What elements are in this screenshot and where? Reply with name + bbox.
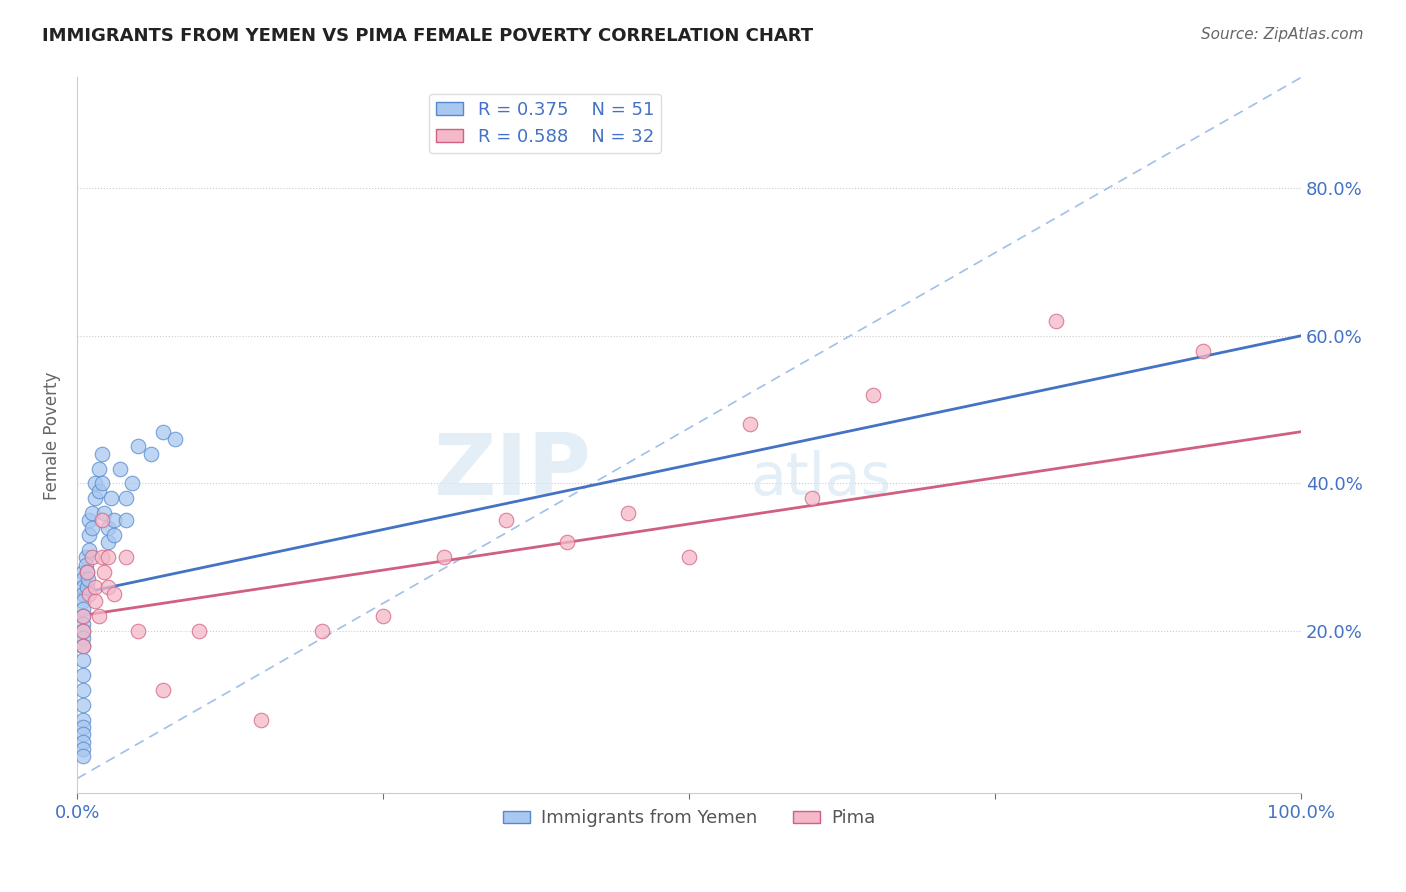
Point: [72, 720, 94, 734]
Point: [80, 506, 103, 520]
Text: IMMIGRANTS FROM YEMEN VS PIMA FEMALE POVERTY CORRELATION CHART: IMMIGRANTS FROM YEMEN VS PIMA FEMALE POV…: [42, 27, 813, 45]
Point: [72, 616, 94, 631]
Point: [76, 565, 98, 579]
Point: [862, 388, 884, 402]
Point: [72, 734, 94, 748]
Point: [311, 624, 333, 638]
Point: [72, 587, 94, 601]
Point: [72, 683, 94, 698]
Text: Source: ZipAtlas.com: Source: ZipAtlas.com: [1201, 27, 1364, 42]
Point: [72, 632, 94, 646]
Point: [72, 639, 94, 653]
Point: [163, 432, 186, 446]
Point: [84, 580, 107, 594]
Point: [108, 461, 131, 475]
Point: [72, 668, 94, 682]
Point: [75, 550, 97, 565]
Point: [115, 513, 138, 527]
Point: [76, 580, 98, 594]
Point: [79, 528, 101, 542]
Point: [740, 417, 762, 432]
Point: [90, 476, 112, 491]
Point: [93, 506, 115, 520]
Point: [93, 565, 115, 579]
Point: [72, 594, 94, 608]
Point: [79, 587, 101, 601]
Point: [72, 602, 94, 616]
Point: [80, 521, 103, 535]
Point: [84, 476, 107, 491]
Point: [72, 742, 94, 756]
Legend: Immigrants from Yemen, Pima: Immigrants from Yemen, Pima: [496, 802, 883, 834]
Point: [100, 491, 122, 505]
Point: [72, 609, 94, 624]
Point: [72, 565, 94, 579]
Point: [72, 580, 94, 594]
Y-axis label: Female Poverty: Female Poverty: [44, 371, 60, 500]
Point: [103, 513, 125, 527]
Point: [72, 749, 94, 764]
Point: [72, 713, 94, 727]
Point: [77, 572, 100, 586]
Point: [1192, 343, 1215, 358]
Point: [103, 528, 125, 542]
Point: [152, 683, 174, 698]
Point: [97, 580, 120, 594]
Point: [90, 550, 112, 565]
Point: [103, 587, 125, 601]
Point: [90, 513, 112, 527]
Point: [72, 572, 94, 586]
Point: [555, 535, 578, 549]
Point: [188, 624, 211, 638]
Point: [433, 550, 456, 565]
Point: [800, 491, 823, 505]
Point: [89, 609, 111, 624]
Point: [495, 513, 517, 527]
Point: [72, 624, 94, 638]
Point: [90, 447, 112, 461]
Point: [76, 565, 98, 579]
Point: [617, 506, 640, 520]
Point: [678, 550, 700, 565]
Point: [249, 713, 271, 727]
Point: [79, 513, 101, 527]
Point: [72, 609, 94, 624]
Point: [1045, 314, 1067, 328]
Point: [127, 440, 149, 454]
Point: [79, 542, 101, 557]
Point: [115, 491, 138, 505]
Point: [84, 491, 107, 505]
Point: [72, 698, 94, 712]
Point: [89, 483, 111, 498]
Point: [115, 550, 138, 565]
Point: [72, 639, 94, 653]
Point: [139, 447, 162, 461]
Point: [371, 609, 394, 624]
Text: ZIP: ZIP: [433, 430, 591, 513]
Point: [152, 425, 174, 439]
Point: [97, 521, 120, 535]
Point: [84, 594, 107, 608]
Point: [121, 476, 143, 491]
Point: [72, 624, 94, 638]
Text: atlas: atlas: [751, 450, 891, 507]
Point: [89, 461, 111, 475]
Point: [72, 727, 94, 741]
Point: [97, 550, 120, 565]
Point: [72, 653, 94, 667]
Point: [97, 535, 120, 549]
Point: [75, 558, 97, 572]
Point: [80, 550, 103, 565]
Point: [127, 624, 149, 638]
